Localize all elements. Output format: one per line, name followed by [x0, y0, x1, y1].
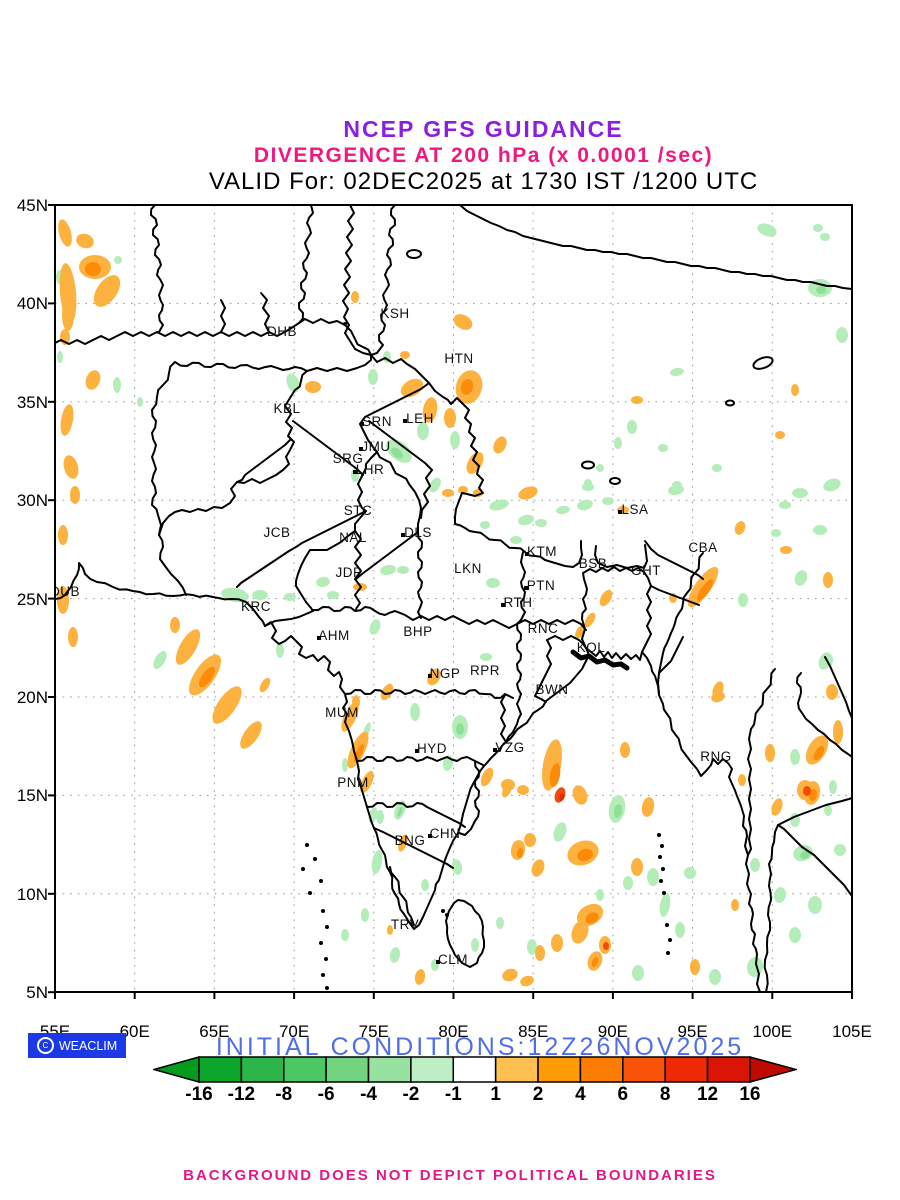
svg-text:DLS: DLS: [404, 525, 432, 540]
lon-tick-label: 90E: [597, 1022, 629, 1041]
lat-tick-label: 40N: [16, 294, 48, 314]
svg-text:LHR: LHR: [356, 462, 385, 477]
lat-tick-label: 35N: [16, 392, 48, 412]
valid-time-line: VALID For: 02DEC2025 at 1730 IST /1200 U…: [208, 168, 759, 195]
colorbar-tick-label: -8: [275, 1084, 293, 1105]
svg-text:RTH: RTH: [503, 595, 532, 610]
svg-text:JDP: JDP: [335, 565, 362, 580]
lon-tick-label: 60E: [119, 1022, 150, 1041]
svg-text:LSA: LSA: [621, 502, 648, 517]
svg-text:CLM: CLM: [438, 952, 468, 967]
svg-text:HTN: HTN: [444, 351, 473, 366]
svg-text:CHN: CHN: [430, 826, 461, 841]
lat-tick-label: 15N: [16, 786, 48, 806]
colorbar-tick-label: 4: [575, 1084, 586, 1105]
lon-tick-label: 105E: [832, 1022, 872, 1041]
svg-text:NAL: NAL: [339, 530, 367, 545]
lat-tick-label: 10N: [16, 884, 48, 904]
svg-text:RPR: RPR: [470, 663, 500, 678]
svg-text:SRG: SRG: [333, 451, 364, 466]
svg-text:KBL: KBL: [273, 401, 300, 416]
svg-text:RNC: RNC: [528, 621, 559, 636]
lon-tick-label: 65E: [199, 1022, 230, 1041]
disclaimer-text: BACKGROUND DOES NOT DEPICT POLITICAL BOU…: [183, 1167, 717, 1184]
island-dots: [301, 322, 672, 990]
lat-tick-label: 20N: [16, 688, 48, 707]
svg-text:BWN: BWN: [536, 682, 569, 697]
svg-text:BNG: BNG: [395, 833, 426, 848]
svg-text:DHB: DHB: [267, 324, 297, 339]
weaclim-logo: C WEACLIM: [28, 1033, 126, 1058]
colorbar-tick-label: -12: [227, 1084, 256, 1105]
lat-tick-label: 45N: [16, 196, 48, 215]
lat-tick-label: 5N: [26, 983, 48, 1003]
colorbar-tick-label: -2: [402, 1084, 420, 1105]
svg-text:RNG: RNG: [700, 749, 732, 764]
svg-text:BSB: BSB: [579, 556, 608, 571]
colorbar: [153, 1056, 797, 1083]
svg-text:BHP: BHP: [403, 624, 432, 639]
lon-tick-label: 100E: [752, 1022, 793, 1041]
svg-text:SRN: SRN: [362, 414, 392, 429]
coastlines-and-boundaries: [55, 205, 852, 992]
colorbar-tick-label: -16: [185, 1084, 213, 1105]
colorbar-tick-label: 8: [659, 1084, 671, 1105]
svg-text:STC: STC: [344, 503, 373, 518]
svg-text:MUM: MUM: [325, 705, 359, 720]
svg-text:JMU: JMU: [361, 439, 390, 454]
colorbar-tick-label: 1: [490, 1084, 501, 1105]
svg-text:KRC: KRC: [241, 599, 271, 614]
colorbar-tick-label: 2: [532, 1084, 544, 1105]
svg-text:LKN: LKN: [454, 561, 482, 576]
colorbar-tick-label: -1: [444, 1084, 462, 1105]
copyright-circle-icon: C: [36, 1037, 54, 1054]
logo-text: WEACLIM: [58, 1038, 118, 1053]
colorbar-tick-label: 6: [617, 1084, 629, 1105]
svg-text:KSH: KSH: [380, 306, 409, 321]
svg-text:KTM: KTM: [527, 544, 557, 559]
page-title: NCEP GFS GUIDANCE: [343, 116, 624, 142]
svg-text:KOL: KOL: [577, 640, 606, 655]
svg-text:TRV: TRV: [391, 917, 419, 932]
colorbar-tick-label: 16: [739, 1084, 761, 1105]
field-subtitle: DIVERGENCE AT 200 hPa (x 0.0001 /sec): [253, 144, 714, 167]
svg-text:JCB: JCB: [263, 525, 290, 540]
colorbar-tick-label: -6: [317, 1084, 335, 1105]
svg-text:NGP: NGP: [430, 666, 461, 681]
svg-text:GHT: GHT: [631, 563, 661, 578]
svg-text:VZG: VZG: [495, 740, 524, 755]
lat-tick-label: 30N: [16, 491, 48, 511]
lon-tick-label: 85E: [518, 1022, 549, 1041]
lon-tick-label: 95E: [677, 1022, 708, 1041]
lon-tick-label: 80E: [438, 1022, 469, 1041]
lat-tick-label: 25N: [16, 589, 48, 609]
svg-text:AHM: AHM: [318, 628, 350, 643]
svg-text:DUB: DUB: [50, 584, 80, 599]
lakes: [406, 249, 774, 485]
svg-text:PTN: PTN: [527, 578, 556, 593]
svg-text:CBA: CBA: [688, 540, 717, 555]
colorbar-tick-label: 12: [696, 1084, 719, 1105]
svg-text:HYD: HYD: [417, 741, 447, 756]
lon-tick-label: 70E: [278, 1022, 310, 1041]
svg-text:LEH: LEH: [406, 411, 434, 426]
grid-lines: [55, 205, 852, 992]
svg-text:PNM: PNM: [337, 775, 369, 790]
colorbar-tick-label: -4: [360, 1084, 377, 1105]
lon-tick-label: 75E: [358, 1022, 389, 1041]
axis-ticks: [48, 204, 853, 999]
